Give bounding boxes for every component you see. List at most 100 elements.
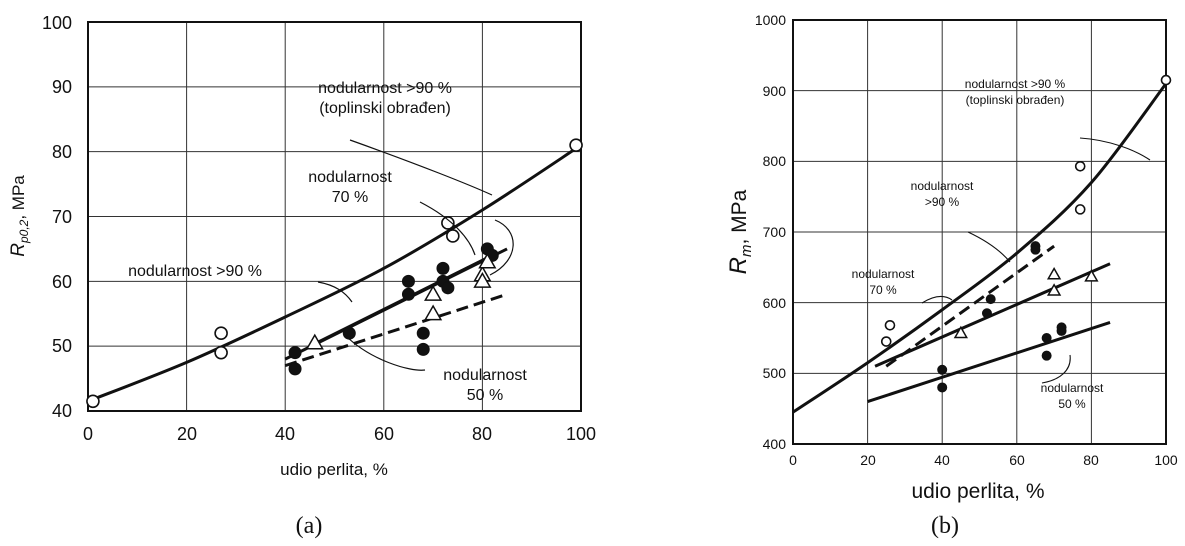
filled-circle-point (401, 287, 415, 301)
trend-line (874, 262, 1111, 368)
filled-circle-point (1041, 350, 1052, 361)
y-tick-label: 1000 (755, 12, 786, 28)
y-tick-label: 40 (52, 401, 72, 421)
filled-circle-point (981, 308, 992, 319)
filled-circle-point (288, 362, 302, 376)
filled-circle-point (416, 342, 430, 356)
grid-a (88, 22, 581, 411)
filled-circle-point (441, 281, 455, 295)
filled-circle-point (436, 261, 450, 275)
x-tick-label: 80 (1083, 452, 1099, 468)
leader-line-a-3 (489, 219, 514, 276)
x-tick-label: 0 (789, 452, 797, 468)
x-tick-label: 40 (934, 452, 950, 468)
x-ticks-a: 0 20 40 60 80 100 (83, 424, 596, 444)
y-tick-label: 80 (52, 142, 72, 162)
filled-circle-point (937, 364, 948, 375)
trend-line (792, 82, 1168, 414)
annotation: nodularnost (443, 367, 527, 384)
x-tick-label: 80 (472, 424, 492, 444)
annotation: nodularnost >90 % (128, 263, 262, 280)
annotation: nodularnost >90 % (965, 77, 1066, 91)
trend-line (309, 254, 493, 348)
leaders-a (317, 139, 514, 371)
x-tick-label: 0 (83, 424, 93, 444)
open-circle-point (1160, 74, 1172, 86)
annotation: nodularnost (911, 179, 974, 193)
open-triangle-point (473, 272, 492, 288)
filled-circle-point (1041, 333, 1052, 343)
trend-line (87, 143, 582, 403)
y-tick-label: 600 (763, 295, 787, 311)
open-triangle-point (478, 252, 497, 269)
y-tick-label: 900 (763, 83, 787, 99)
x-axis-label-a: udio perlita, % (280, 460, 388, 479)
x-tick-label: 60 (374, 424, 394, 444)
x-tick-label: 60 (1009, 452, 1025, 468)
filled-circle-point (1056, 325, 1067, 336)
leader-line-a-1 (349, 139, 493, 196)
leader-line-b-3 (921, 296, 953, 304)
open-triangle-point (953, 325, 968, 339)
leader-line-b-1 (1079, 137, 1151, 161)
annotation: nodularnost (852, 267, 915, 281)
dashed-trend-line (885, 244, 1055, 368)
annotation: 70 % (869, 283, 897, 297)
open-circle-point (446, 229, 460, 243)
filled-circle-point (416, 326, 430, 340)
open-triangle-point (1046, 283, 1062, 296)
open-triangle-point (1046, 267, 1062, 280)
x-tick-label: 20 (860, 452, 876, 468)
annotation: 50 % (1058, 397, 1086, 411)
annotation: 70 % (332, 189, 368, 206)
x-tick-label: 100 (1154, 452, 1178, 468)
lines-b (792, 82, 1168, 414)
leaders-b (921, 137, 1151, 384)
leader-line-a-5 (344, 334, 426, 371)
trend-line (867, 321, 1111, 404)
lines-a (87, 143, 582, 403)
filled-circle-point (937, 382, 948, 393)
leader-line-a-4 (317, 281, 353, 303)
annotations-a: nodularnost >90 % (toplinski obrađen) no… (128, 80, 527, 404)
open-circle-point (569, 138, 583, 152)
grid-b (793, 20, 1166, 444)
y-tick-label: 60 (52, 272, 72, 292)
annotation: >90 % (925, 195, 960, 209)
open-circle-point (1074, 204, 1086, 215)
panel-label-b: (b) (931, 513, 959, 539)
y-tick-label: 70 (52, 207, 72, 227)
annotations-b: nodularnost >90 % (toplinski obrađen) no… (852, 77, 1104, 411)
panel-a: 0 20 40 60 80 100 40 50 60 70 80 90 100 … (8, 13, 596, 539)
filled-circle-point (342, 326, 356, 340)
panel-label-a: (a) (296, 513, 323, 539)
x-tick-label: 20 (177, 424, 197, 444)
open-circle-point (1074, 160, 1086, 172)
open-circle-point (441, 216, 455, 230)
filled-circle-point (985, 294, 996, 305)
y-ticks-a: 40 50 60 70 80 90 100 (42, 13, 72, 421)
open-circle-point (884, 319, 896, 331)
annotation: 50 % (467, 387, 503, 404)
dashed-trend-line (284, 292, 508, 368)
annotation: nodularnost (1041, 381, 1104, 395)
open-triangle-point (1084, 269, 1099, 282)
y-axis-label-b: Rm, MPa (725, 189, 755, 274)
open-circle-point (214, 345, 228, 360)
open-triangle-point (424, 304, 443, 321)
leader-line-a-2 (419, 201, 476, 256)
y-tick-label: 400 (763, 436, 787, 452)
y-tick-label: 50 (52, 336, 72, 356)
plot-frame-b (792, 19, 1167, 445)
x-tick-label: 100 (566, 424, 596, 444)
filled-circle-point (1030, 244, 1041, 255)
y-tick-label: 100 (42, 13, 72, 33)
y-tick-label: 90 (52, 77, 72, 97)
open-circle-point (86, 394, 100, 409)
filled-circle-point (288, 346, 302, 360)
points-b (880, 74, 1172, 393)
plot-frame-a (87, 21, 582, 412)
open-circle-point (880, 336, 892, 347)
open-triangle-point (424, 284, 443, 301)
